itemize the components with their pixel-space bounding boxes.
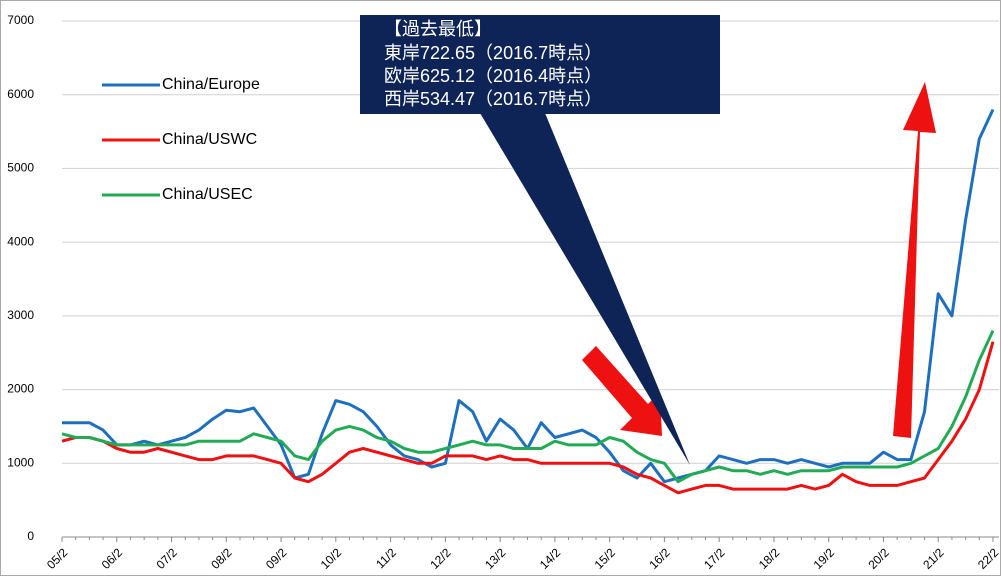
callout-box	[360, 15, 720, 114]
y-tick-label: 5000	[7, 161, 34, 175]
legend-label: China/USWC	[162, 131, 257, 148]
series-line	[61, 341, 995, 495]
y-tick-label: 1000	[7, 455, 34, 469]
arrow-down	[582, 346, 662, 436]
legend-label: China/USEC	[162, 186, 253, 203]
series-line	[61, 329, 995, 484]
y-tick-label: 6000	[7, 87, 34, 101]
legend-label: China/Europe	[162, 76, 260, 93]
arrow-up	[893, 82, 936, 438]
callout-text: 東岸722.65（2016.7時点）	[384, 43, 602, 63]
y-tick-label: 4000	[7, 234, 34, 248]
callout-pointer	[480, 113, 690, 465]
callout-text: 欧岸625.12（2016.4時点）	[384, 66, 602, 86]
callout-text: 西岸534.47（2016.7時点）	[384, 89, 602, 109]
lines: China/Europe China/USWC China/USEC	[61, 76, 995, 495]
y-tick-label: 3000	[7, 308, 34, 322]
callout-text: 【過去最低】	[384, 19, 492, 39]
y-tick-label: 0	[27, 529, 34, 543]
y-tick-label: 2000	[7, 382, 34, 396]
y-tick-label: 7000	[7, 13, 34, 27]
